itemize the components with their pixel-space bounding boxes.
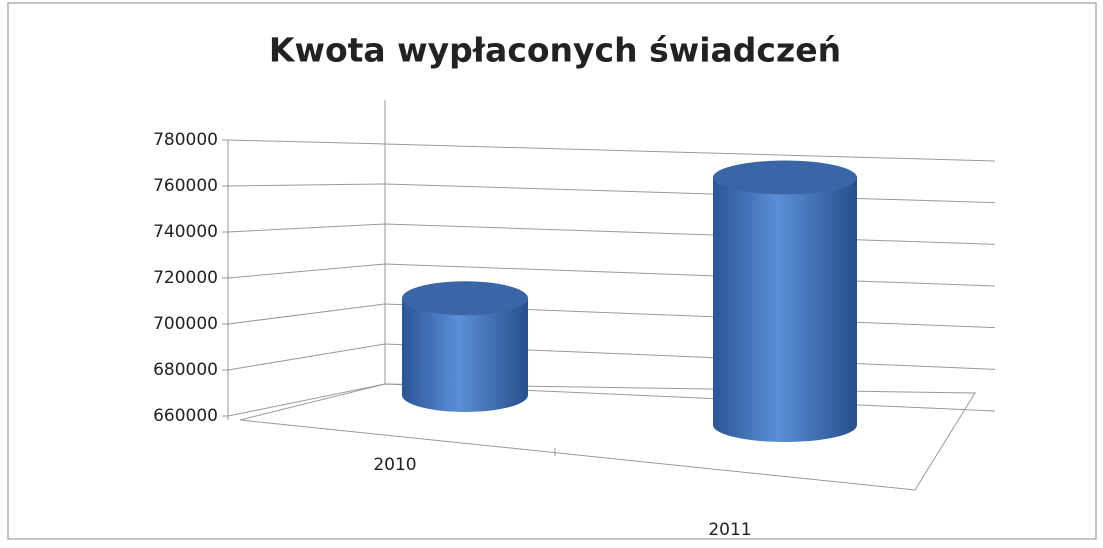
- y-tick-label: 680000: [153, 360, 218, 380]
- chart-title: Kwota wypłaconych świadczeń: [269, 31, 841, 70]
- y-tick-label: 740000: [153, 222, 218, 242]
- chart-border: [7, 2, 1097, 540]
- y-tick-label: 700000: [153, 314, 218, 334]
- bar: [713, 177, 857, 442]
- bar-top: [713, 160, 857, 195]
- bar-top: [402, 281, 528, 316]
- bar: [402, 298, 528, 412]
- y-tick-label: 720000: [153, 268, 218, 288]
- floor: [239, 383, 976, 491]
- grid-line: [227, 139, 996, 162]
- y-tick-label: 660000: [153, 406, 218, 426]
- x-tick-label: 2010: [373, 455, 416, 475]
- x-tick-label: 2011: [708, 520, 751, 540]
- y-tick-label: 760000: [153, 176, 218, 196]
- y-tick-label: 780000: [153, 130, 218, 150]
